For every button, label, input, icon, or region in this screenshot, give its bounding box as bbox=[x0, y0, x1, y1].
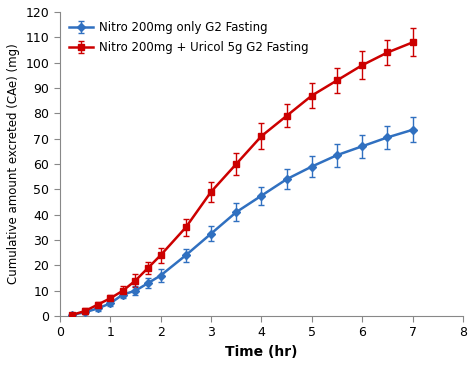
Y-axis label: Cumulative amount excreted (CAe) (mg): Cumulative amount excreted (CAe) (mg) bbox=[7, 44, 20, 284]
X-axis label: Time (hr): Time (hr) bbox=[225, 345, 298, 359]
Legend: Nitro 200mg only G2 Fasting, Nitro 200mg + Uricol 5g G2 Fasting: Nitro 200mg only G2 Fasting, Nitro 200mg… bbox=[66, 18, 312, 58]
